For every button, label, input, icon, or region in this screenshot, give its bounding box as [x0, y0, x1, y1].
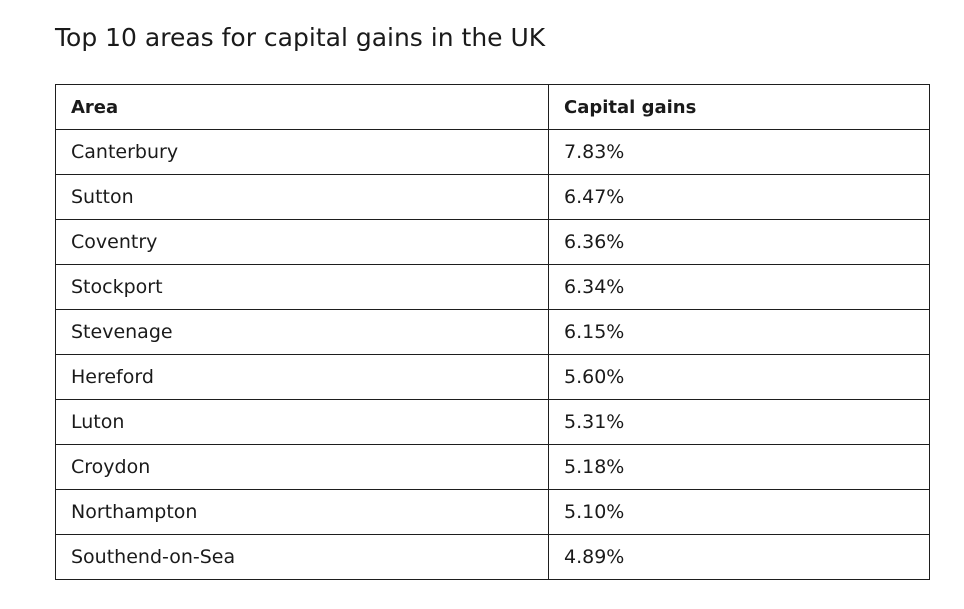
- table-header-row: Area Capital gains: [55, 84, 930, 130]
- cell-capital-gains: 5.60%: [548, 354, 930, 400]
- cell-area: Canterbury: [55, 129, 549, 175]
- cell-area: Stevenage: [55, 309, 549, 355]
- cell-area: Sutton: [55, 174, 549, 220]
- cell-capital-gains: 6.47%: [548, 174, 930, 220]
- table-row: Canterbury 7.83%: [55, 129, 930, 175]
- table-row: Stockport 6.34%: [55, 264, 930, 310]
- table-row: Luton 5.31%: [55, 399, 930, 445]
- cell-capital-gains: 6.15%: [548, 309, 930, 355]
- cell-area: Croydon: [55, 444, 549, 490]
- table-row: Hereford 5.60%: [55, 354, 930, 400]
- cell-capital-gains: 7.83%: [548, 129, 930, 175]
- table-row: Stevenage 6.15%: [55, 309, 930, 355]
- cell-area: Hereford: [55, 354, 549, 400]
- cell-capital-gains: 6.36%: [548, 219, 930, 265]
- cell-area: Southend-on-Sea: [55, 534, 549, 580]
- column-header-capital-gains: Capital gains: [548, 84, 930, 130]
- table-row: Sutton 6.47%: [55, 174, 930, 220]
- cell-area: Northampton: [55, 489, 549, 535]
- column-header-area: Area: [55, 84, 549, 130]
- cell-capital-gains: 4.89%: [548, 534, 930, 580]
- cell-capital-gains: 5.31%: [548, 399, 930, 445]
- cell-capital-gains: 6.34%: [548, 264, 930, 310]
- table-row: Croydon 5.18%: [55, 444, 930, 490]
- cell-area: Coventry: [55, 219, 549, 265]
- page-title: Top 10 areas for capital gains in the UK: [55, 23, 546, 52]
- cell-area: Luton: [55, 399, 549, 445]
- cell-capital-gains: 5.10%: [548, 489, 930, 535]
- table-row: Southend-on-Sea 4.89%: [55, 534, 930, 580]
- cell-area: Stockport: [55, 264, 549, 310]
- table-row: Northampton 5.10%: [55, 489, 930, 535]
- cell-capital-gains: 5.18%: [548, 444, 930, 490]
- table-row: Coventry 6.36%: [55, 219, 930, 265]
- capital-gains-table: Area Capital gains Canterbury 7.83% Sutt…: [55, 84, 930, 580]
